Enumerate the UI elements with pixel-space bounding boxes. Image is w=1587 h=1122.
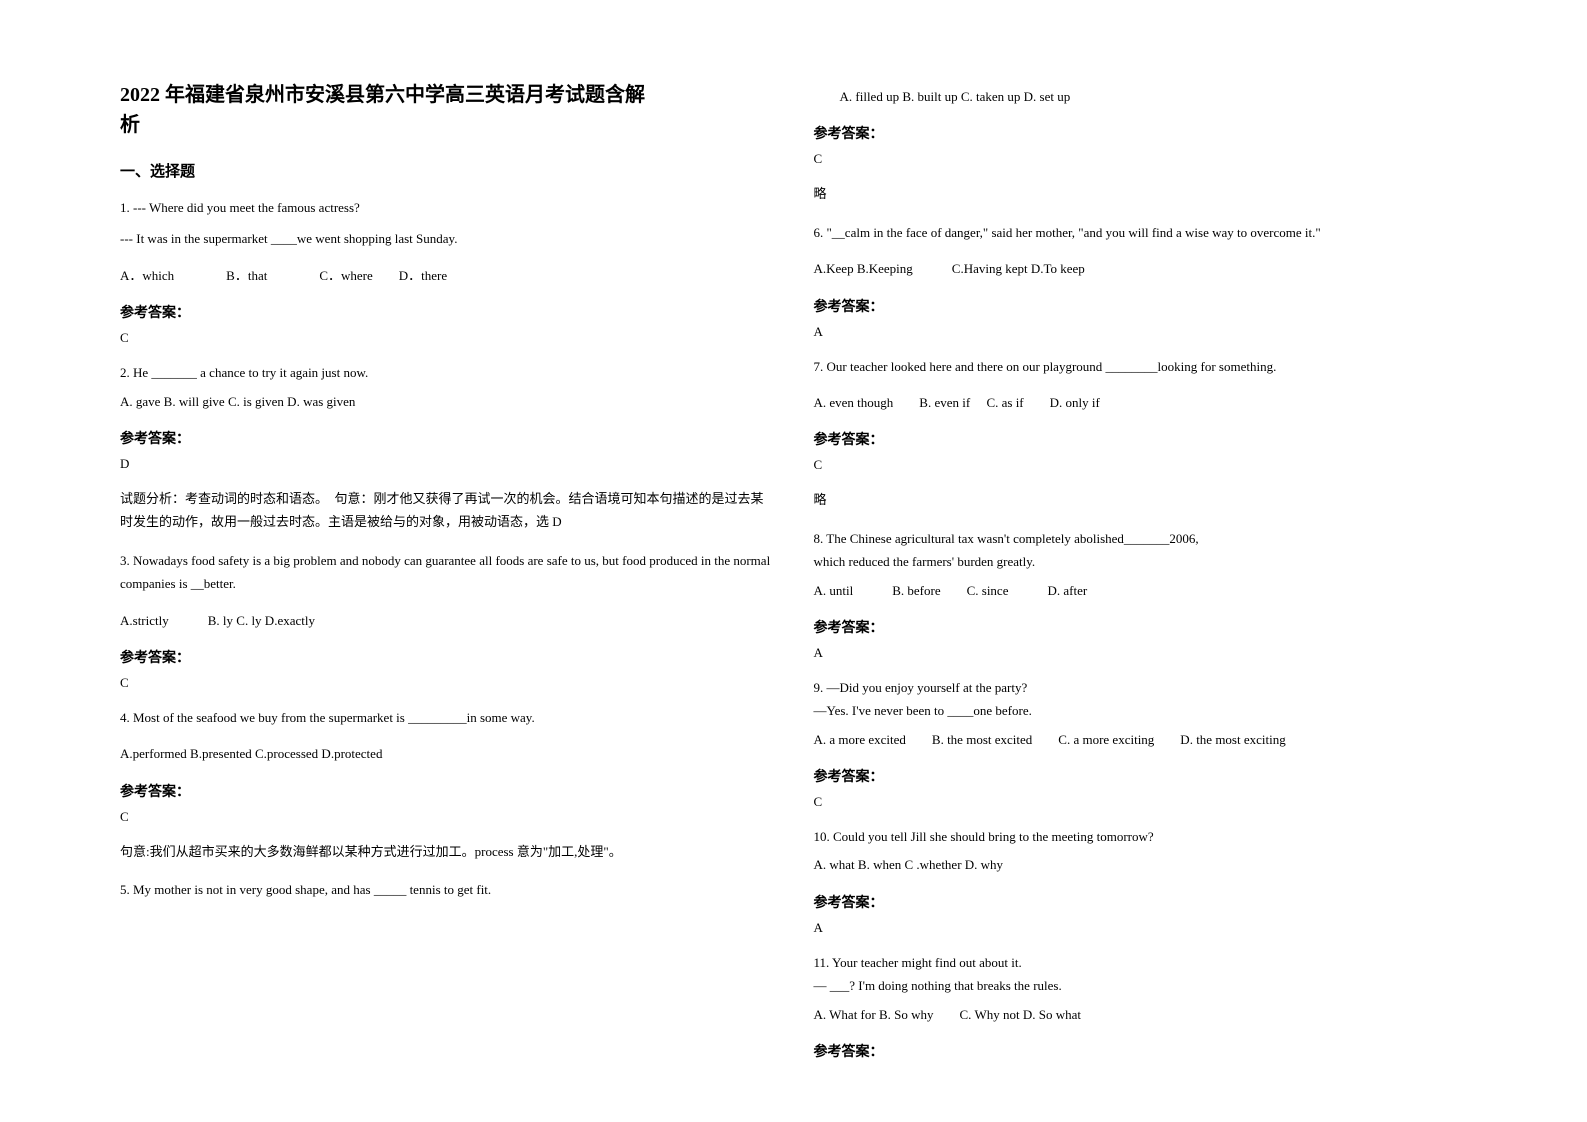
q4-text: 4. Most of the seafood we buy from the s… — [120, 706, 774, 729]
q1-answer-label: 参考答案： — [120, 302, 774, 322]
right-column: A. filled up B. built up C. taken up D. … — [794, 80, 1488, 1042]
q10-answer: A — [814, 920, 1468, 936]
q9-options: A. a more excited B. the most excited C.… — [814, 728, 1468, 751]
q2-options: A. gave B. will give C. is given D. was … — [120, 390, 774, 413]
question-10: 10. Could you tell Jill she should bring… — [814, 825, 1468, 877]
q2-text: 2. He _______ a chance to try it again j… — [120, 361, 774, 384]
q5-text: 5. My mother is not in very good shape, … — [120, 878, 774, 901]
q7-text: 7. Our teacher looked here and there on … — [814, 355, 1468, 378]
question-5: 5. My mother is not in very good shape, … — [120, 878, 774, 901]
q8-text: 8. The Chinese agricultural tax wasn't c… — [814, 527, 1468, 550]
q2-answer-label: 参考答案： — [120, 428, 774, 448]
q7-answer-label: 参考答案： — [814, 429, 1468, 449]
q2-explanation: 试题分析：考查动词的时态和语态。 句意：刚才他又获得了再试一次的机会。结合语境可… — [120, 487, 774, 534]
q8-options: A. until B. before C. since D. after — [814, 579, 1468, 602]
q1-options: A．which B．that C．where D．there — [120, 264, 774, 287]
question-2: 2. He _______ a chance to try it again j… — [120, 361, 774, 413]
q2-answer: D — [120, 456, 774, 472]
q7-explanation: 略 — [814, 488, 1468, 511]
question-9: 9. —Did you enjoy yourself at the party?… — [814, 676, 1468, 751]
question-1: 1. --- Where did you meet the famous act… — [120, 196, 774, 287]
q1-line1: 1. --- Where did you meet the famous act… — [120, 196, 774, 219]
q10-text: 10. Could you tell Jill she should bring… — [814, 825, 1468, 848]
q5-answer-label: 参考答案： — [814, 123, 1468, 143]
question-11: 11. Your teacher might find out about it… — [814, 951, 1468, 1026]
q11-answer-label: 参考答案： — [814, 1041, 1468, 1061]
q9-text2: —Yes. I've never been to ____one before. — [814, 699, 1468, 722]
q4-answer: C — [120, 809, 774, 825]
q7-options: A. even though B. even if C. as if D. on… — [814, 391, 1468, 414]
q10-options: A. what B. when C .whether D. why — [814, 853, 1468, 876]
question-3: 3. Nowadays food safety is a big problem… — [120, 549, 774, 632]
q4-options: A.performed B.presented C.processed D.pr… — [120, 742, 774, 765]
q4-explanation: 句意:我们从超市买来的大多数海鲜都以某种方式进行过加工。process 意为"加… — [120, 840, 774, 863]
q1-line2: --- It was in the supermarket ____we wen… — [120, 227, 774, 250]
q3-answer: C — [120, 675, 774, 691]
q9-answer: C — [814, 794, 1468, 810]
question-8: 8. The Chinese agricultural tax wasn't c… — [814, 527, 1468, 602]
question-4: 4. Most of the seafood we buy from the s… — [120, 706, 774, 766]
q3-answer-label: 参考答案： — [120, 647, 774, 667]
q1-answer: C — [120, 330, 774, 346]
q6-answer: A — [814, 324, 1468, 340]
q9-answer-label: 参考答案： — [814, 766, 1468, 786]
q4-answer-label: 参考答案： — [120, 781, 774, 801]
q3-text: 3. Nowadays food safety is a big problem… — [120, 549, 774, 596]
q7-answer: C — [814, 457, 1468, 473]
q6-answer-label: 参考答案： — [814, 296, 1468, 316]
q5-options: A. filled up B. built up C. taken up D. … — [814, 85, 1468, 108]
q5-answer: C — [814, 151, 1468, 167]
q11-text2: — ___? I'm doing nothing that breaks the… — [814, 974, 1468, 997]
page-title: 2022 年福建省泉州市安溪县第六中学高三英语月考试题含解 析 — [120, 80, 774, 140]
title-line2: 析 — [120, 114, 140, 136]
q8-answer: A — [814, 645, 1468, 661]
q3-options: A.strictly B. ly C. ly D.exactly — [120, 609, 774, 632]
question-6: 6. "__calm in the face of danger," said … — [814, 221, 1468, 281]
q5-options-block: A. filled up B. built up C. taken up D. … — [814, 85, 1468, 108]
q11-options: A. What for B. So why C. Why not D. So w… — [814, 1003, 1468, 1026]
question-7: 7. Our teacher looked here and there on … — [814, 355, 1468, 415]
q8-answer-label: 参考答案： — [814, 617, 1468, 637]
section-header: 一、选择题 — [120, 160, 774, 181]
q8-text2: which reduced the farmers' burden greatl… — [814, 550, 1468, 573]
q5-explanation: 略 — [814, 182, 1468, 205]
q11-text: 11. Your teacher might find out about it… — [814, 951, 1468, 974]
q10-answer-label: 参考答案： — [814, 892, 1468, 912]
left-column: 2022 年福建省泉州市安溪县第六中学高三英语月考试题含解 析 一、选择题 1.… — [100, 80, 794, 1042]
title-line1: 2022 年福建省泉州市安溪县第六中学高三英语月考试题含解 — [120, 84, 645, 106]
q9-text: 9. —Did you enjoy yourself at the party? — [814, 676, 1468, 699]
q6-options: A.Keep B.Keeping C.Having kept D.To keep — [814, 257, 1468, 280]
q6-text: 6. "__calm in the face of danger," said … — [814, 221, 1468, 244]
